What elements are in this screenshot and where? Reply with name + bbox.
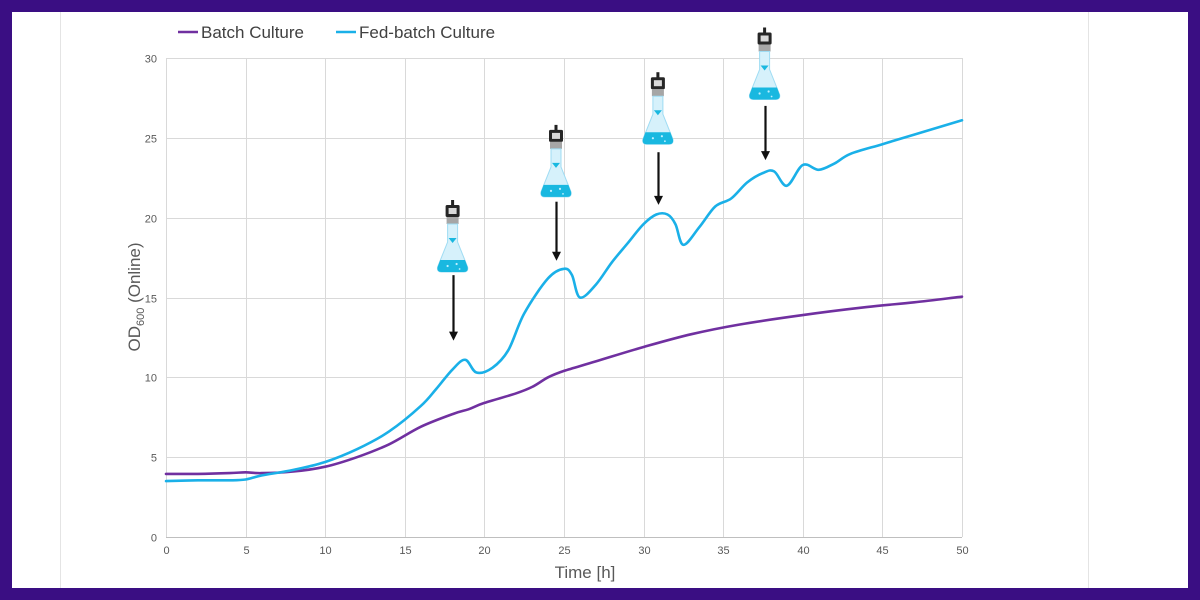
- flask-liquid: [749, 87, 780, 100]
- feeding-flask-icon: [748, 27, 781, 100]
- feed-annotations: [436, 27, 781, 341]
- legend: Batch Culture Fed-batch Culture: [178, 23, 495, 42]
- feed-annotation: [748, 27, 781, 161]
- x-tick-label: 20: [478, 545, 490, 557]
- x-tick-label: 50: [956, 545, 968, 557]
- flask-stopper: [758, 44, 771, 52]
- feed-arrow-head: [761, 151, 770, 161]
- x-tick-label: 15: [399, 545, 411, 557]
- flask-bubble: [458, 268, 461, 270]
- feeding-flask-icon: [642, 72, 674, 145]
- flask-drop: [760, 65, 769, 71]
- flask-bubble: [562, 193, 564, 195]
- x-tick-label: 30: [638, 545, 650, 557]
- sensor-pin: [451, 200, 455, 206]
- feeding-flask-icon: [540, 124, 572, 198]
- series-line-fed-batch-culture: [164, 119, 964, 483]
- sensor-window: [653, 80, 662, 87]
- x-tick-label: 40: [797, 545, 809, 557]
- y-axis-title: OD600 (Online): [125, 242, 147, 351]
- y-axis-title-main: OD: [125, 326, 144, 352]
- x-tick-label: 25: [558, 545, 570, 557]
- series-line-batch-culture: [164, 295, 964, 476]
- sensor-pin: [656, 72, 660, 79]
- y-axis-ticks: 0 5 10 15 20 25 30: [145, 54, 157, 545]
- y-tick-label: 10: [145, 373, 157, 385]
- flask-bubble: [664, 140, 666, 143]
- sensor-pin: [554, 124, 558, 131]
- x-tick-label: 45: [876, 545, 888, 557]
- flask-bubble: [770, 95, 773, 98]
- feed-arrow-head: [449, 331, 458, 341]
- flask-stopper: [550, 141, 562, 149]
- y-tick-label: 25: [145, 134, 157, 146]
- y-tick-label: 15: [145, 294, 157, 306]
- flask-bubble: [455, 262, 458, 266]
- feed-annotation: [436, 200, 469, 341]
- x-tick-label: 5: [243, 545, 249, 557]
- gridlines: [166, 58, 963, 538]
- x-tick-label: 10: [319, 545, 331, 557]
- flask-bubble: [767, 90, 770, 93]
- flask-liquid: [540, 184, 572, 197]
- flask-bubble: [446, 264, 449, 268]
- legend-label-batch: Batch Culture: [201, 23, 304, 42]
- feed-arrow-head: [654, 195, 663, 205]
- flask-bubble: [660, 135, 663, 138]
- flask-liquid: [437, 260, 468, 272]
- y-tick-label: 20: [145, 214, 157, 226]
- feed-arrow-head: [552, 251, 561, 261]
- flask-bubble: [758, 92, 761, 95]
- x-tick-label: 0: [163, 545, 169, 557]
- sensor-window: [448, 208, 457, 214]
- series-lines: [164, 119, 964, 483]
- flask-bubble: [549, 189, 553, 192]
- flask-drop: [653, 110, 662, 116]
- flask-drop: [448, 238, 457, 243]
- y-tick-label: 30: [145, 54, 157, 66]
- sensor-window: [552, 132, 560, 139]
- feed-annotation: [642, 72, 674, 205]
- x-axis-title: Time [h]: [555, 563, 616, 582]
- x-axis-ticks: 0 5 10 15 20 25 30 35 40 45 50: [163, 545, 968, 557]
- y-tick-label: 0: [151, 533, 157, 545]
- flask-stopper: [446, 217, 459, 224]
- y-tick-label: 5: [151, 453, 157, 465]
- legend-label-fed-batch: Fed-batch Culture: [359, 23, 495, 42]
- sensor-pin: [763, 27, 767, 34]
- y-axis-title-suffix: (Online): [125, 242, 144, 307]
- flask-stopper: [651, 89, 664, 97]
- flask-liquid: [642, 132, 674, 145]
- x-tick-label: 35: [717, 545, 729, 557]
- feed-annotation: [540, 124, 572, 261]
- y-axis-title-subscript: 600: [135, 308, 147, 326]
- sensor-window: [760, 35, 769, 42]
- flask-drop: [552, 162, 560, 168]
- feeding-flask-icon: [436, 200, 469, 273]
- flask-bubble: [651, 137, 654, 140]
- flask-bubble: [558, 187, 562, 190]
